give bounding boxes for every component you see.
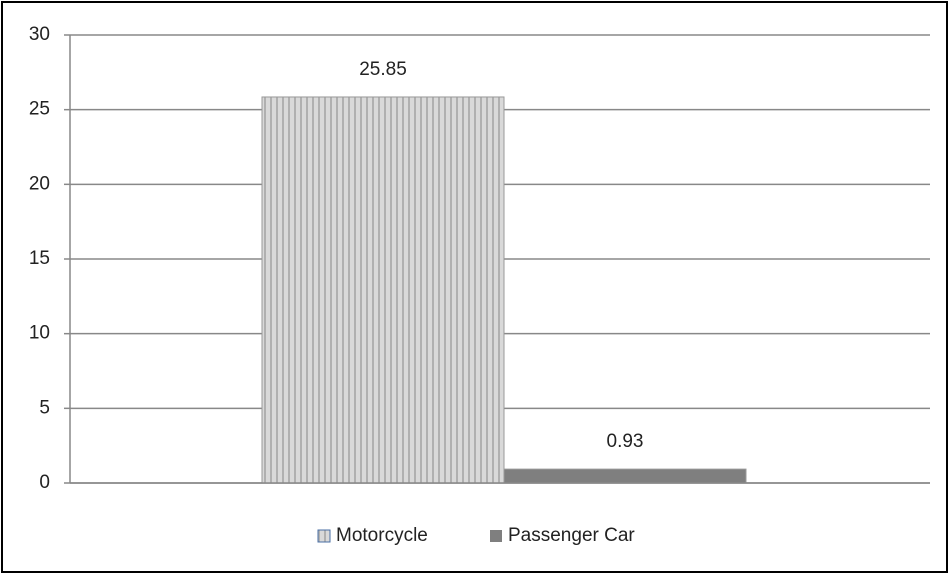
data-label: 0.93 bbox=[607, 431, 644, 452]
bar bbox=[503, 468, 747, 484]
y-tick-label: 5 bbox=[39, 397, 50, 418]
legend-swatch bbox=[490, 530, 502, 542]
y-tick-label: 10 bbox=[29, 323, 50, 344]
y-tick-label: 15 bbox=[29, 248, 50, 269]
data-label: 25.85 bbox=[359, 59, 407, 80]
y-tick-label: 0 bbox=[39, 472, 50, 493]
legend-label: Passenger Car bbox=[508, 525, 635, 546]
legend-label: Motorcycle bbox=[336, 525, 428, 546]
legend-swatch bbox=[317, 529, 331, 543]
y-tick-label: 25 bbox=[29, 99, 50, 120]
bar bbox=[261, 96, 505, 484]
y-tick-label: 20 bbox=[29, 173, 50, 194]
y-tick-label: 30 bbox=[29, 24, 50, 45]
